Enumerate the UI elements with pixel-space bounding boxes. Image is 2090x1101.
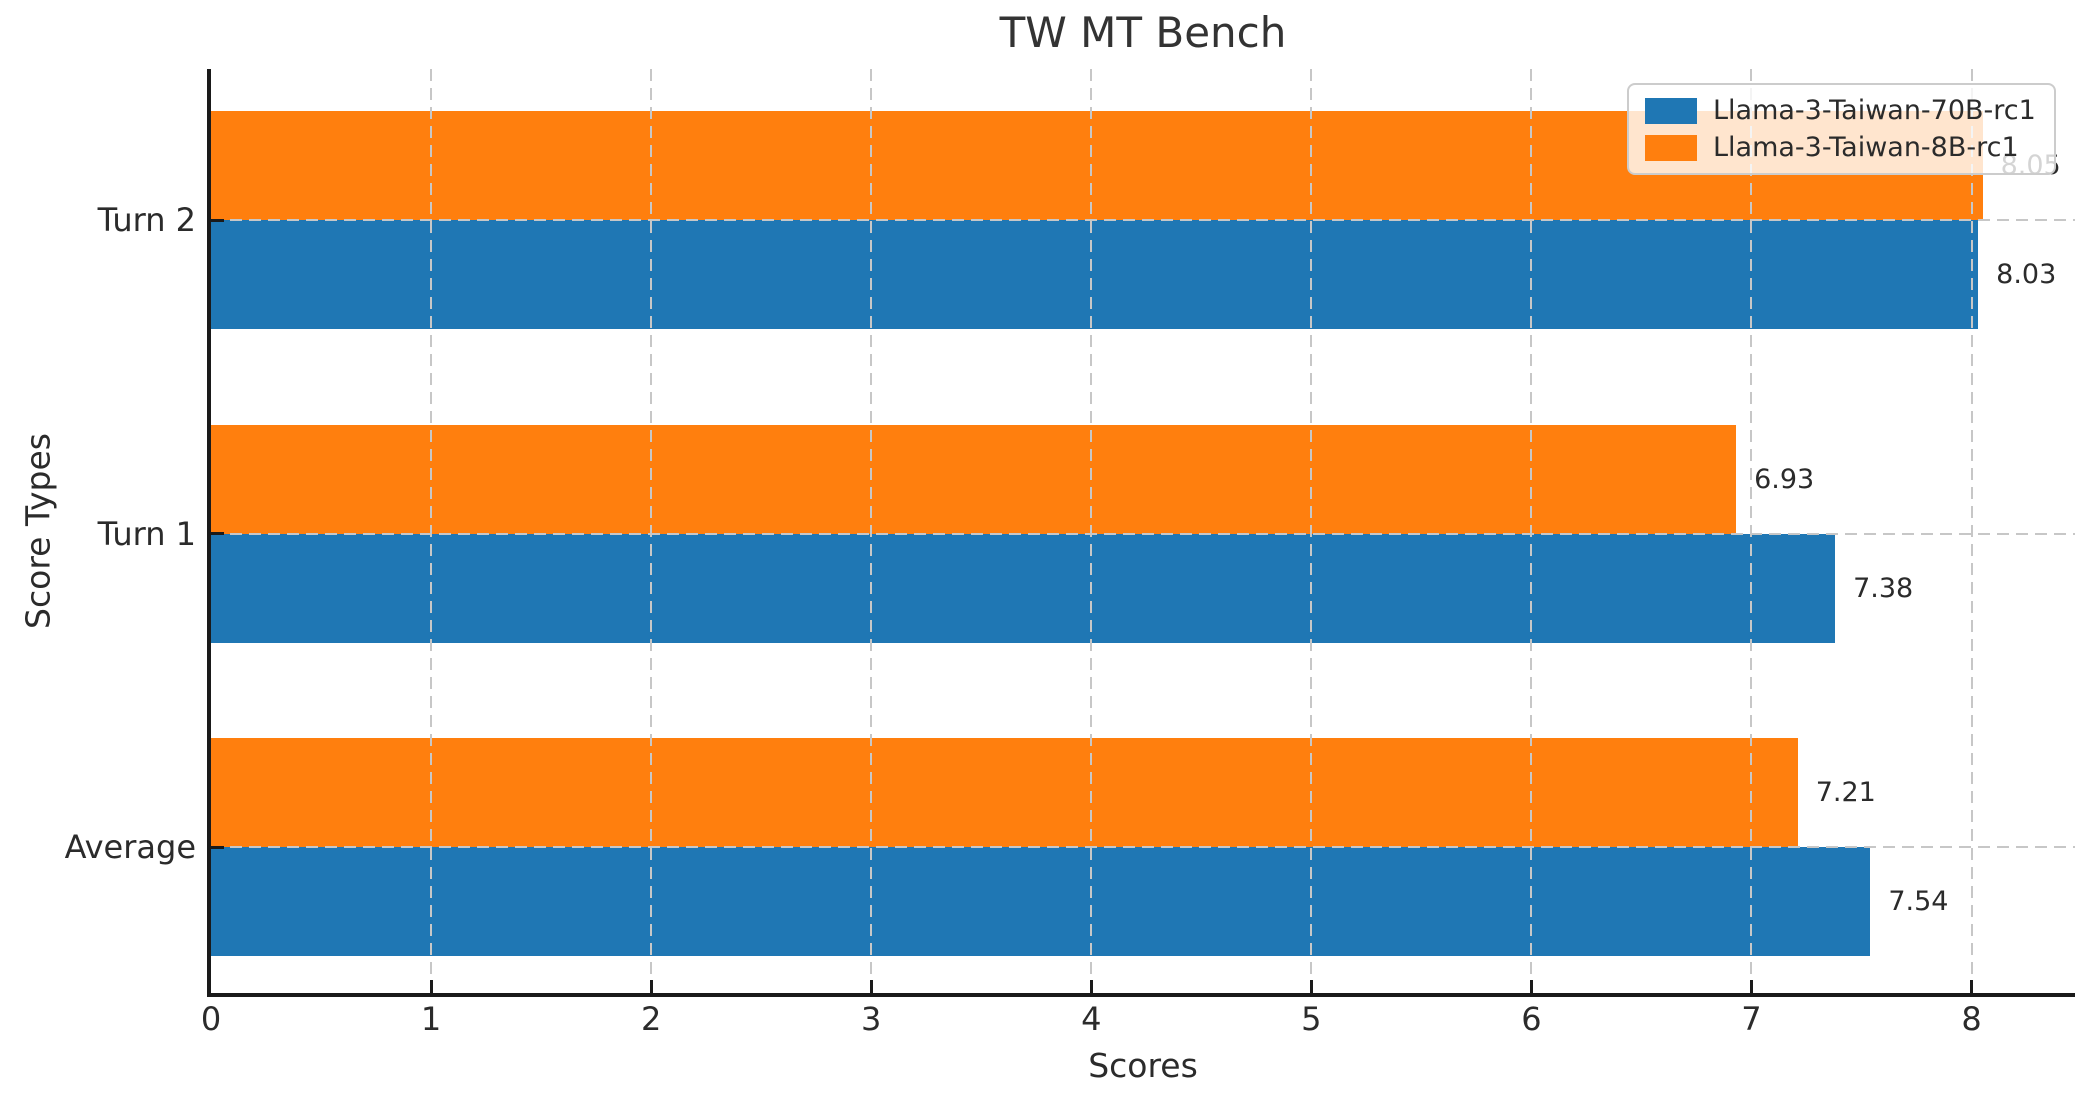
x-tick-mark-8 (1970, 980, 1974, 993)
x-tick-label-4: 4 (1081, 1000, 1102, 1038)
legend-item-llama-3-taiwan-70b-rc1: Llama-3-Taiwan-70B-rc1 (1645, 95, 2036, 126)
y-gridline-average (211, 846, 2075, 848)
legend-swatch-llama-3-taiwan-8b-rc1 (1645, 134, 1697, 161)
x-tick-mark-7 (1749, 980, 1753, 993)
x-tick-label-7: 7 (1741, 1000, 1762, 1038)
x-tick-mark-6 (1529, 980, 1533, 993)
x-tick-mark-4 (1089, 980, 1093, 993)
x-tick-mark-2 (649, 980, 653, 993)
y-tick-label-turn-1: Turn 1 (97, 514, 196, 553)
legend-label-llama-3-taiwan-70b-rc1: Llama-3-Taiwan-70B-rc1 (1713, 95, 2036, 126)
bar-value-label-turn-1-llama-3-taiwan-70b-rc1: 7.38 (1853, 572, 1914, 604)
x-gridline-3 (870, 69, 873, 993)
x-tick-mark-3 (869, 980, 873, 993)
x-tick-label-3: 3 (861, 1000, 882, 1038)
legend-swatch-llama-3-taiwan-70b-rc1 (1645, 97, 1697, 124)
y-tick-mark-average (211, 845, 224, 849)
bar-llama-3-taiwan-8b-rc1-turn-1 (211, 424, 1737, 534)
x-tick-mark-1 (429, 980, 433, 993)
bar-llama-3-taiwan-70b-rc1-turn-2 (211, 220, 1979, 329)
x-tick-label-8: 8 (1961, 1000, 1982, 1038)
x-tick-label-6: 6 (1521, 1000, 1542, 1038)
y-tick-label-turn-2: Turn 2 (97, 201, 196, 239)
bar-llama-3-taiwan-70b-rc1-turn-1 (211, 533, 1836, 643)
x-tick-label-2: 2 (640, 1000, 662, 1038)
x-tick-label-5: 5 (1301, 1000, 1322, 1038)
y-gridline-turn-2 (211, 219, 2075, 221)
x-gridline-4 (1090, 69, 1093, 993)
legend: Llama-3-Taiwan-70B-rc1 Llama-3-Taiwan-8B-… (1627, 83, 2056, 175)
y-tick-mark-turn-2 (211, 218, 224, 222)
bar-value-label-turn-2-llama-3-taiwan-70b-rc1: 8.03 (1996, 259, 2057, 290)
plot-area: 8.058.036.937.387.217.54 (207, 69, 2075, 997)
x-tick-label-0: 0 (200, 1000, 222, 1038)
bar-llama-3-taiwan-8b-rc1-average (211, 738, 1798, 847)
bar-value-label-average-llama-3-taiwan-8b-rc1: 7.21 (1815, 777, 1876, 808)
x-tick-label-1: 1 (420, 1000, 442, 1038)
x-axis-title: Scores (1088, 1046, 1198, 1085)
bar-value-label-average-llama-3-taiwan-70b-rc1: 7.54 (1888, 886, 1949, 917)
x-axis-line (207, 993, 2075, 997)
bar-llama-3-taiwan-70b-rc1-average (211, 847, 1871, 956)
x-gridline-2 (650, 69, 653, 993)
y-tick-mark-turn-1 (211, 532, 224, 535)
x-gridline-1 (430, 69, 433, 993)
y-gridline-turn-1 (211, 532, 2075, 535)
x-tick-mark-5 (1309, 980, 1313, 993)
y-axis-line (207, 69, 211, 997)
legend-item-llama-3-taiwan-8b-rc1: Llama-3-Taiwan-8B-rc1 (1645, 132, 2036, 163)
legend-label-llama-3-taiwan-8b-rc1: Llama-3-Taiwan-8B-rc1 (1713, 132, 2019, 163)
chart-title: TW MT Bench (999, 8, 1287, 57)
x-gridline-6 (1530, 69, 1533, 993)
x-gridline-7 (1750, 69, 1753, 993)
x-gridline-8 (1970, 69, 1973, 993)
y-tick-label-average: Average (64, 828, 196, 866)
x-gridline-5 (1310, 69, 1313, 993)
bar-value-label-turn-1-llama-3-taiwan-8b-rc1: 6.93 (1754, 463, 1815, 495)
